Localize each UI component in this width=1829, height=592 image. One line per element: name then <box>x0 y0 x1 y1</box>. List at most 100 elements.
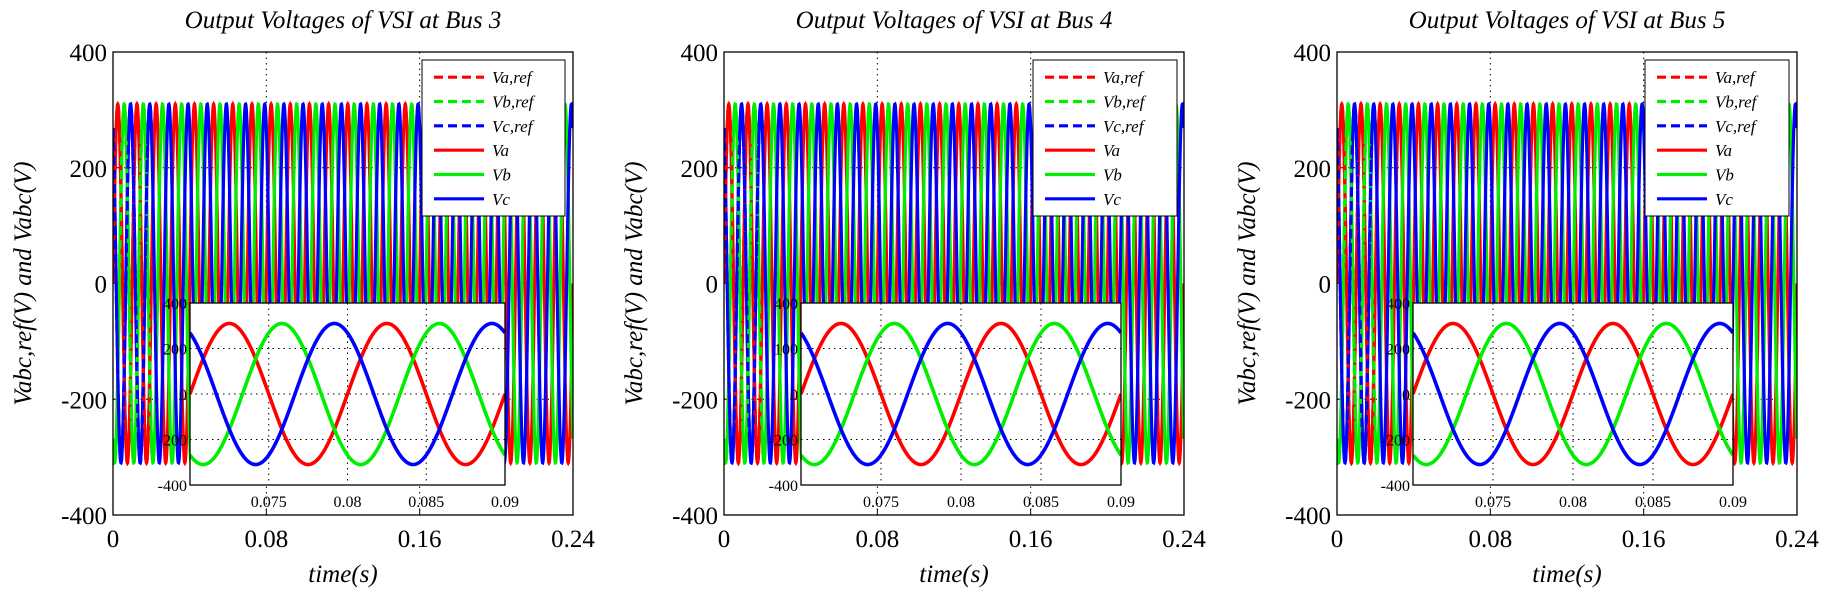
legend-label: Va <box>492 141 509 160</box>
inset-x-tick-label: 0.09 <box>1719 494 1747 511</box>
legend-box <box>1644 59 1790 217</box>
legend-label: Vb <box>1715 166 1734 185</box>
y-tick-label: 0 <box>706 272 719 299</box>
legend-label: Va <box>1103 141 1120 160</box>
legend-label: Vb,ref <box>1103 93 1147 112</box>
series-line-vb-ref <box>1337 101 1377 466</box>
series-line-va-ref <box>1337 100 1377 467</box>
inset-x-tick-label: 0.085 <box>1023 494 1059 511</box>
inset-series-group <box>801 321 1121 467</box>
inset-frame <box>189 302 506 486</box>
y-tick-label: 400 <box>70 40 108 67</box>
y-tick-label: 200 <box>1294 156 1332 183</box>
x-tick-label: 0 <box>1331 526 1344 553</box>
plot-frame <box>1336 51 1798 516</box>
legend-label: Va <box>1715 141 1732 160</box>
plot-frame <box>723 51 1185 516</box>
inset-y-tick-label: 200 <box>1386 342 1410 359</box>
inset-series-line-vb <box>1413 321 1733 467</box>
inset-x-tick-label: 0.075 <box>1475 494 1511 511</box>
x-tick-label: 0 <box>718 526 731 553</box>
x-tick-label: 0.24 <box>1775 526 1819 553</box>
inset-y-tick-label: -400 <box>158 478 187 495</box>
legend-label: Va,ref <box>1715 68 1757 87</box>
y-tick-label: -200 <box>1285 387 1331 414</box>
legend-label: Vc <box>492 190 510 209</box>
series-line-va <box>724 100 1184 467</box>
inset-x-tick-label: 0.075 <box>251 494 287 511</box>
legend-box <box>421 59 566 217</box>
x-tick-label: 0.08 <box>855 526 899 553</box>
series-line-va-ref <box>113 100 153 467</box>
x-tick-label: 0 <box>107 526 120 553</box>
chart-panel-3: 0 0.08 0.16 0.24 400 200 0 -200 -400 Output Volta… <box>1234 7 1819 588</box>
legend-box <box>1032 59 1178 217</box>
inset-x-tick-label: 0.09 <box>1107 494 1135 511</box>
inset-x-tick-label: 0.09 <box>491 494 519 511</box>
inset-y-tick-label: -200 <box>769 433 798 450</box>
inset-y-tick-label: -400 <box>1381 478 1410 495</box>
legend-label: Va,ref <box>1103 68 1145 87</box>
legend-label: Vb <box>1103 166 1122 185</box>
inset-x-tick-label: 0.08 <box>947 494 975 511</box>
inset-x-tick-label: 0.08 <box>1559 494 1587 511</box>
chart-title: Output Voltages of VSI at Bus 4 <box>796 7 1113 34</box>
legend-label: Vc,ref <box>1103 117 1146 136</box>
inset-plot: 0.075 0.08 0.085 0.09 400 200 0 -200 -400 <box>1381 296 1747 511</box>
inset-frame <box>800 302 1122 486</box>
x-tick-label: 0.24 <box>551 526 595 553</box>
inset-x-tick-label: 0.085 <box>408 494 444 511</box>
inset-x-tick-label: 0.085 <box>1635 494 1671 511</box>
inset-series-line-va <box>190 321 505 467</box>
legend-label: Vc <box>1715 190 1733 209</box>
legend-label: Vc <box>1103 190 1121 209</box>
inset-frame <box>1412 302 1734 486</box>
legend-label: Vb,ref <box>1715 93 1759 112</box>
inset-series-line-vc <box>190 321 505 467</box>
y-tick-label: 200 <box>681 156 719 183</box>
y-tick-label: -400 <box>1285 503 1331 530</box>
inset-series-line-vc <box>801 321 1121 467</box>
series-line-va <box>1337 100 1797 467</box>
y-tick-label: 400 <box>681 40 719 67</box>
y-axis-label: Vabc,ref(V) and Vabc(V) <box>10 161 37 405</box>
y-tick-label: -400 <box>61 503 107 530</box>
y-tick-label: 0 <box>95 272 108 299</box>
legend: Va,ref Vb,ref Vc,ref Va Vb Vc <box>1032 59 1178 217</box>
inset-series-line-vb <box>801 321 1121 467</box>
x-tick-label: 0.08 <box>1468 526 1512 553</box>
y-tick-label: -200 <box>61 387 107 414</box>
x-tick-label: 0.16 <box>1009 526 1053 553</box>
chart-title: Output Voltages of VSI at Bus 3 <box>185 7 502 34</box>
inset-y-tick-label: -200 <box>158 433 187 450</box>
inset-y-tick-label: -200 <box>1381 433 1410 450</box>
inset-x-tick-label: 0.08 <box>334 494 362 511</box>
series-line-vc-ref <box>113 101 153 466</box>
y-tick-label: -200 <box>672 387 718 414</box>
series-line-vc-ref <box>724 101 764 466</box>
plot-frame <box>112 51 574 516</box>
legend-label: Vb,ref <box>492 93 536 112</box>
inset-series-line-va <box>801 321 1121 467</box>
inset-y-tick-label: 400 <box>163 296 187 313</box>
series-line-va-ref <box>724 100 764 467</box>
inset-y-tick-label: 400 <box>774 296 798 313</box>
inset-y-tick-label: 0 <box>790 387 798 404</box>
inset-y-tick-label: 100 <box>774 342 798 359</box>
x-axis-label: time(s) <box>308 561 377 588</box>
inset-series-line-va <box>1413 321 1733 467</box>
legend-label: Vc,ref <box>492 117 535 136</box>
x-axis-label: time(s) <box>919 561 988 588</box>
chart-title: Output Voltages of VSI at Bus 5 <box>1409 7 1726 34</box>
legend-label: Vb <box>492 166 511 185</box>
legend-label: Va,ref <box>492 68 534 87</box>
y-axis-label: Vabc,ref(V) and Vabc(V) <box>1234 161 1261 405</box>
inset-series-group <box>190 321 505 467</box>
inset-plot: 0.075 0.08 0.085 0.09 400 200 0 -200 -400 <box>158 296 519 511</box>
x-tick-label: 0.16 <box>398 526 442 553</box>
chart-panel-1: 0 0.08 0.16 0.24 400 200 0 -200 -400 Output Volta… <box>10 7 595 588</box>
inset-series-line-vb <box>190 321 505 467</box>
inset-series-group <box>1413 321 1733 467</box>
y-tick-label: 400 <box>1294 40 1332 67</box>
